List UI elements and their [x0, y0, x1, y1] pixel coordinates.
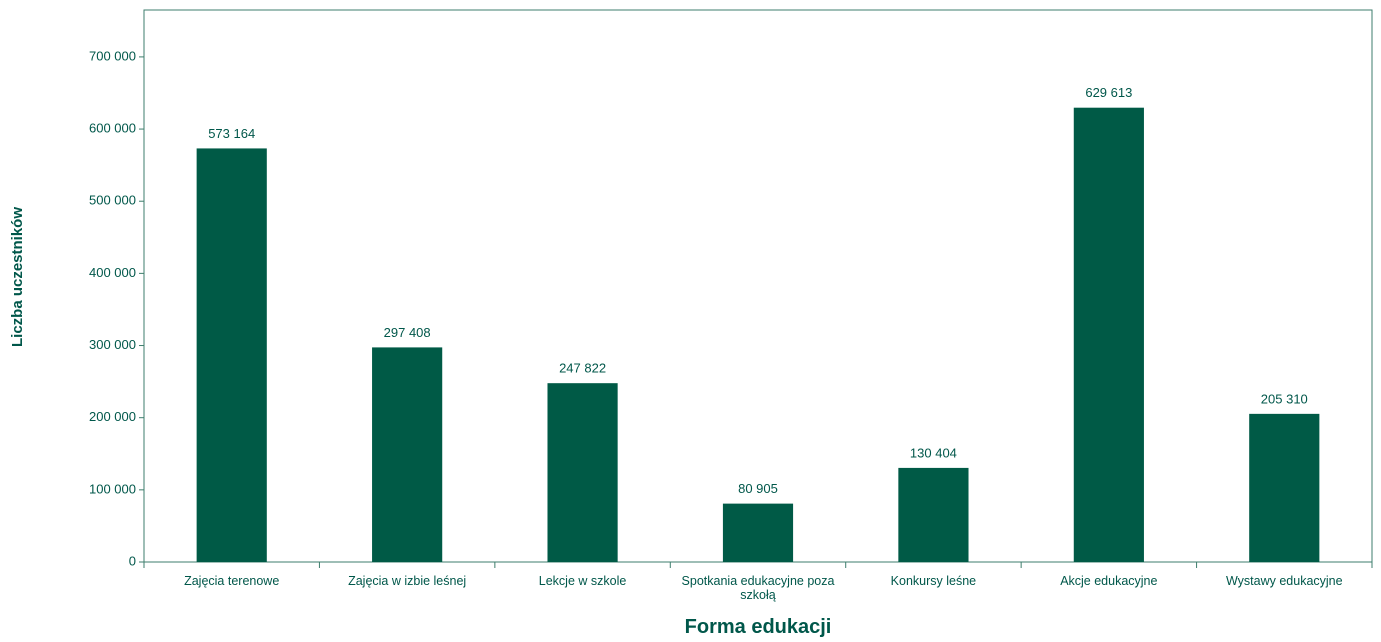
bar: [898, 467, 969, 562]
x-tick-label: Konkursy leśne: [890, 574, 977, 588]
y-tick-label: 200 000: [89, 409, 136, 424]
data-label: 80 905: [738, 481, 778, 496]
bar: [1073, 107, 1144, 562]
y-axis-title: Liczba uczestników: [9, 207, 26, 347]
x-tick-label: Lekcje w szkole: [538, 574, 627, 588]
y-tick-label: 600 000: [89, 120, 136, 135]
x-tick-label: Wystawy edukacyjne: [1225, 574, 1343, 588]
data-label: 205 310: [1261, 391, 1308, 406]
bar: [372, 347, 443, 562]
data-label: 130 404: [910, 445, 957, 460]
y-tick-label: 500 000: [89, 193, 136, 208]
y-tick-label: 700 000: [89, 48, 136, 63]
y-tick-label: 100 000: [89, 481, 136, 496]
y-tick-label: 0: [129, 553, 136, 568]
bar: [196, 148, 267, 562]
x-axis-title: Forma edukacji: [684, 616, 832, 638]
bar: [1249, 413, 1320, 562]
data-label: 629 613: [1085, 85, 1132, 100]
y-tick-label: 400 000: [89, 265, 136, 280]
data-label: 247 822: [559, 361, 606, 376]
y-tick-label: 300 000: [89, 337, 136, 352]
x-tick-label: Akcje edukacyjne: [1060, 574, 1158, 588]
data-label: 297 408: [384, 325, 431, 340]
data-label: 573 164: [208, 126, 255, 141]
x-tick-label: Zajęcia w izbie leśnej: [348, 574, 467, 588]
x-tick-label: Spotkania edukacyjne poza szkołą: [681, 574, 835, 602]
x-tick-label: Zajęcia terenowe: [184, 574, 280, 588]
bar: [547, 383, 618, 562]
bar: [722, 503, 794, 562]
plot-frame: [143, 9, 1373, 563]
